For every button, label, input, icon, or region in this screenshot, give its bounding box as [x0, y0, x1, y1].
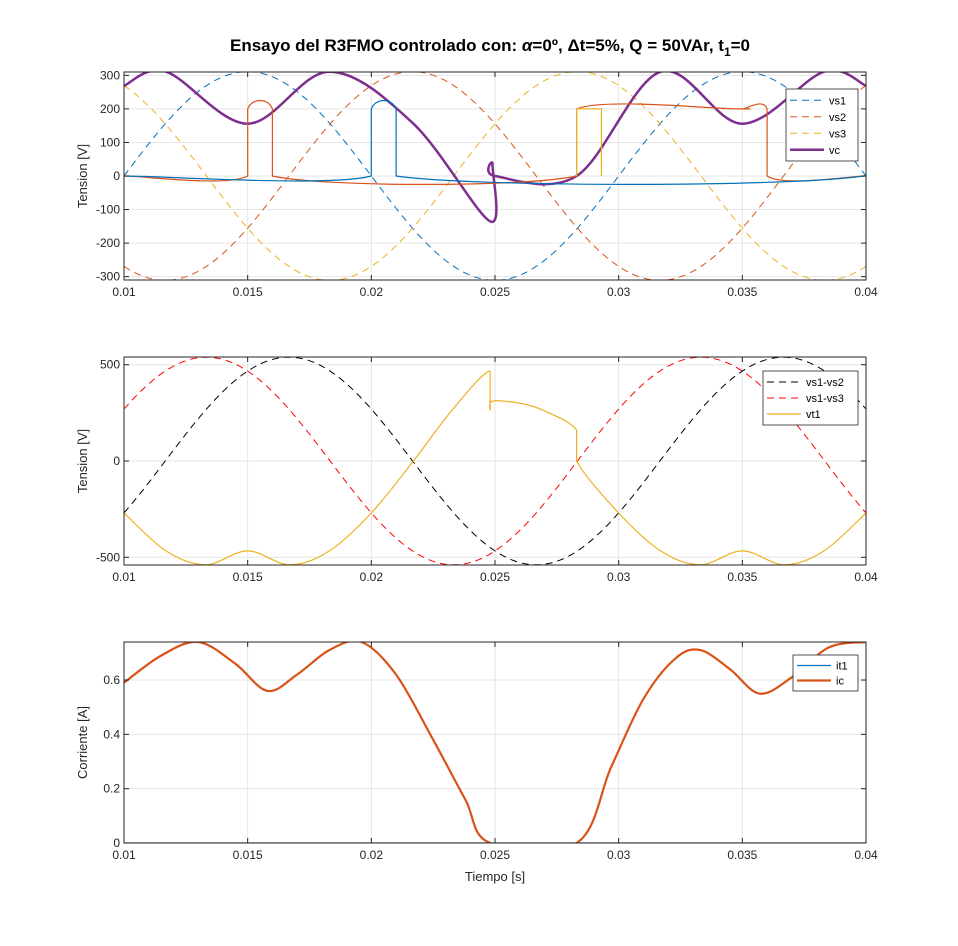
legend-entry: it1	[836, 661, 848, 673]
series-line	[124, 99, 866, 185]
x-tick-label: 0.025	[480, 285, 510, 299]
title-part3: t=5%, Q = 50VAr, t	[580, 36, 725, 55]
x-tick-label: 0.025	[480, 848, 510, 862]
x-tick-label: 0.035	[727, 285, 757, 299]
series-line-vs1-vs3	[124, 357, 866, 565]
x-tick-label: 0.015	[233, 848, 263, 862]
legend-entry: vs1	[829, 95, 846, 107]
legend: it1 ic	[792, 654, 859, 692]
series-line-vt1	[124, 370, 866, 565]
series-group	[124, 357, 866, 565]
y-tick-label: -100	[96, 203, 120, 217]
legend-entry: ic	[836, 676, 844, 688]
x-tick-label: 0.015	[233, 570, 263, 584]
series-group	[124, 72, 866, 280]
legend-entry: vt1	[806, 409, 821, 421]
y-axis-label: Corriente [A]	[75, 706, 90, 779]
y-axis-label: Tension [V]	[75, 429, 90, 493]
x-tick-label: 0.03	[607, 285, 631, 299]
legend-entry: vs3	[829, 128, 846, 140]
legend: vs1 vs2 vs3 vc	[785, 88, 859, 162]
x-tick-label: 0.01	[112, 848, 136, 862]
y-tick-label: 0.2	[103, 782, 120, 796]
series-line-vs1-vs2	[124, 357, 866, 565]
x-tick-label: 0.04	[854, 848, 878, 862]
legend-entry: vs2	[829, 112, 846, 124]
voltage-phase-panel: 0.01 0.015 0.02 0.025 0.03 0.035 0.04 -300 -200 -…	[75, 68, 878, 299]
current-panel: 0.01 0.015 0.02 0.025 0.03 0.035 0.04 0 0.2 0.4 0.…	[75, 641, 878, 884]
legend-entry: vc	[829, 145, 841, 157]
y-tick-label: 300	[100, 68, 120, 82]
legend: vs1-vs2 vs1-vs3 vt1	[762, 370, 859, 426]
legend-entry: vs1-vs2	[806, 377, 844, 389]
title-sub: 1	[724, 45, 731, 59]
series-group	[124, 642, 866, 843]
x-tick-label: 0.03	[607, 570, 631, 584]
x-tick-label: 0.025	[480, 570, 510, 584]
y-tick-label: -300	[96, 270, 120, 284]
series-line-vs2	[124, 72, 866, 280]
legend-entry: vs1-vs3	[806, 393, 844, 405]
y-tick-label: 500	[100, 358, 120, 372]
x-tick-label: 0.03	[607, 848, 631, 862]
title-part2: =0º,	[532, 36, 567, 55]
legend-box	[762, 370, 859, 426]
y-tick-label: 200	[100, 102, 120, 116]
series-line-vs3	[124, 72, 866, 280]
x-tick-label: 0.04	[854, 570, 878, 584]
y-tick-label: 0	[113, 169, 120, 183]
y-tick-label: -500	[96, 550, 120, 564]
series-line-vc	[124, 72, 866, 223]
x-tick-label: 0.01	[112, 285, 136, 299]
x-tick-label: 0.035	[727, 570, 757, 584]
x-tick-label: 0.02	[360, 848, 384, 862]
title-alpha: α	[522, 36, 534, 55]
x-tick-label: 0.035	[727, 848, 757, 862]
y-tick-label: -200	[96, 236, 120, 250]
x-tick-label: 0.01	[112, 570, 136, 584]
x-axis-label: Tiempo [s]	[465, 869, 525, 884]
title-main: Ensayo del R3FMO controlado con:	[230, 36, 522, 55]
y-tick-label: 0.4	[103, 727, 120, 741]
series-line	[576, 108, 602, 176]
title-delta: Δ	[567, 36, 579, 55]
y-axis-label: Tension [V]	[75, 144, 90, 208]
x-tick-label: 0.02	[360, 285, 384, 299]
title-part4: =0	[731, 36, 750, 55]
y-tick-label: 0.6	[103, 673, 120, 687]
series-line-ic	[124, 642, 866, 843]
y-tick-label: 0	[113, 836, 120, 850]
line-voltage-panel: 0.01 0.015 0.02 0.025 0.03 0.035 0.04 -500 0 500 T…	[75, 356, 878, 584]
x-tick-label: 0.04	[854, 285, 878, 299]
y-tick-label: 0	[113, 454, 120, 468]
x-tick-label: 0.015	[233, 285, 263, 299]
y-tick-label: 100	[100, 135, 120, 149]
figure-title: Ensayo del R3FMO controlado con: α=0º, Δ…	[230, 36, 750, 59]
legend-box	[792, 654, 859, 692]
x-tick-label: 0.02	[360, 570, 384, 584]
